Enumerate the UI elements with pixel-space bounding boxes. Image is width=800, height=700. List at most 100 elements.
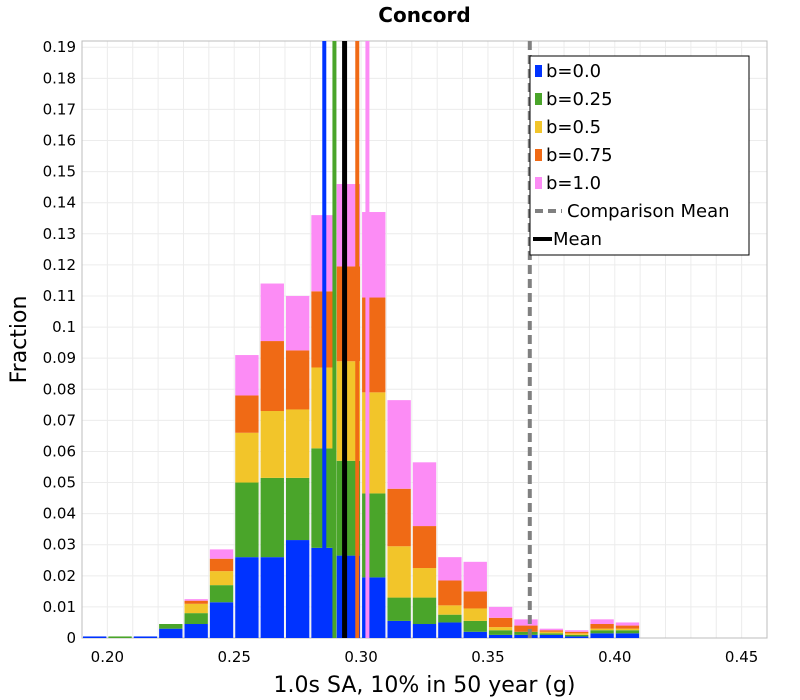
bar-segment	[488, 617, 513, 628]
legend-label: Mean	[553, 229, 602, 250]
y-tick-label: 0.09	[43, 349, 76, 367]
bar-segment	[184, 624, 208, 638]
bar-segment	[285, 477, 310, 541]
bar-segment	[159, 624, 183, 629]
bar-segment	[463, 608, 487, 621]
bar-segment	[260, 341, 284, 412]
y-tick-label: 0.06	[43, 442, 76, 460]
bar-stack	[235, 355, 259, 638]
bar-segment	[260, 557, 284, 638]
bar-segment	[438, 580, 462, 606]
bar-segment	[387, 620, 411, 638]
bar-segment	[209, 558, 234, 572]
bar-segment	[590, 628, 614, 631]
bar-segment	[565, 631, 589, 634]
bar-segment	[463, 591, 487, 609]
bar-segment	[438, 605, 462, 615]
bar-segment	[133, 636, 158, 638]
bar-segment	[514, 634, 538, 638]
x-tick-label: 0.30	[344, 648, 377, 666]
y-tick-label: 0.04	[43, 505, 76, 523]
y-tick-label: 0.08	[43, 380, 76, 398]
legend: b=0.0 b=0.25 b=0.5 b=0.75 b=1.0 Comparison Me…	[529, 55, 750, 256]
bar-segment	[463, 620, 487, 632]
bar-segment	[412, 624, 437, 638]
legend-label: b=1.0	[546, 173, 601, 194]
bar-segment	[209, 585, 234, 603]
bar-segment	[615, 633, 640, 638]
bar-stack	[108, 636, 132, 638]
bar-segment	[387, 597, 411, 621]
bar-segment	[184, 600, 208, 604]
bar-segment	[615, 630, 640, 634]
bar-stack	[438, 557, 462, 638]
bar-segment	[412, 597, 437, 625]
bar-segment	[184, 603, 208, 614]
bar-segment	[488, 606, 513, 618]
bar-stack	[463, 561, 487, 638]
bar-segment	[488, 634, 513, 638]
legend-swatch	[535, 93, 542, 105]
bar-segment	[235, 557, 259, 638]
bar-segment	[615, 625, 640, 629]
bar-segment	[615, 622, 640, 626]
bar-segment	[235, 482, 259, 558]
bar-segment	[565, 630, 589, 632]
legend-swatch	[535, 121, 542, 133]
legend-label: b=0.5	[546, 117, 601, 138]
bar-segment	[285, 540, 310, 638]
bar-segment	[463, 631, 487, 638]
bar-segment	[108, 636, 132, 638]
bar-segment	[285, 295, 310, 351]
bar-stack	[565, 630, 589, 638]
bar-stack	[590, 619, 614, 638]
bar-stack	[159, 624, 183, 638]
x-tick-label: 0.20	[91, 648, 124, 666]
legend-label: b=0.25	[546, 89, 613, 110]
y-tick-label: 0.14	[43, 194, 76, 212]
y-axis-ticks: 0 0.01 0.02 0.03 0.04 0.05 0.06 0.07 0.08 0.09 0.1…	[43, 38, 76, 647]
bar-segment	[209, 571, 234, 586]
bar-stack	[488, 606, 513, 638]
y-tick-label: 0.11	[43, 287, 76, 305]
bar-segment	[565, 636, 589, 638]
bar-segment	[412, 462, 437, 527]
y-tick-label: 0.18	[43, 69, 76, 87]
bar-segment	[209, 549, 234, 559]
bar-segment	[463, 561, 487, 592]
bar-segment	[539, 628, 564, 631]
bar-segment	[590, 633, 614, 638]
bars	[83, 184, 640, 638]
y-tick-label: 0.07	[43, 411, 76, 429]
y-tick-label: 0.12	[43, 256, 76, 274]
bar-segment	[539, 634, 564, 638]
bar-segment	[615, 628, 640, 631]
bar-stack	[615, 622, 640, 638]
bar-stack	[412, 462, 437, 638]
bar-segment	[260, 411, 284, 478]
y-tick-label: 0.05	[43, 474, 76, 492]
bar-segment	[590, 624, 614, 629]
y-axis-title: Fraction	[7, 296, 32, 384]
bar-segment	[488, 627, 513, 631]
bar-segment	[590, 619, 614, 625]
bar-segment	[387, 546, 411, 598]
bar-stack	[83, 636, 107, 638]
bar-segment	[387, 400, 411, 489]
bar-segment	[184, 613, 208, 625]
x-tick-label: 0.40	[598, 648, 631, 666]
y-tick-label: 0.02	[43, 567, 76, 585]
bar-segment	[412, 568, 437, 598]
bar-stack	[260, 283, 284, 638]
bar-segment	[184, 599, 208, 601]
legend-swatch	[535, 149, 542, 161]
y-tick-label: 0.16	[43, 132, 76, 150]
bar-segment	[488, 630, 513, 635]
bar-segment	[438, 557, 462, 581]
bar-segment	[565, 633, 589, 635]
y-tick-label: 0.19	[43, 38, 76, 56]
bar-segment	[387, 488, 411, 547]
bar-segment	[285, 409, 310, 478]
bar-stack	[387, 400, 411, 638]
chart-title: Concord	[378, 3, 470, 27]
